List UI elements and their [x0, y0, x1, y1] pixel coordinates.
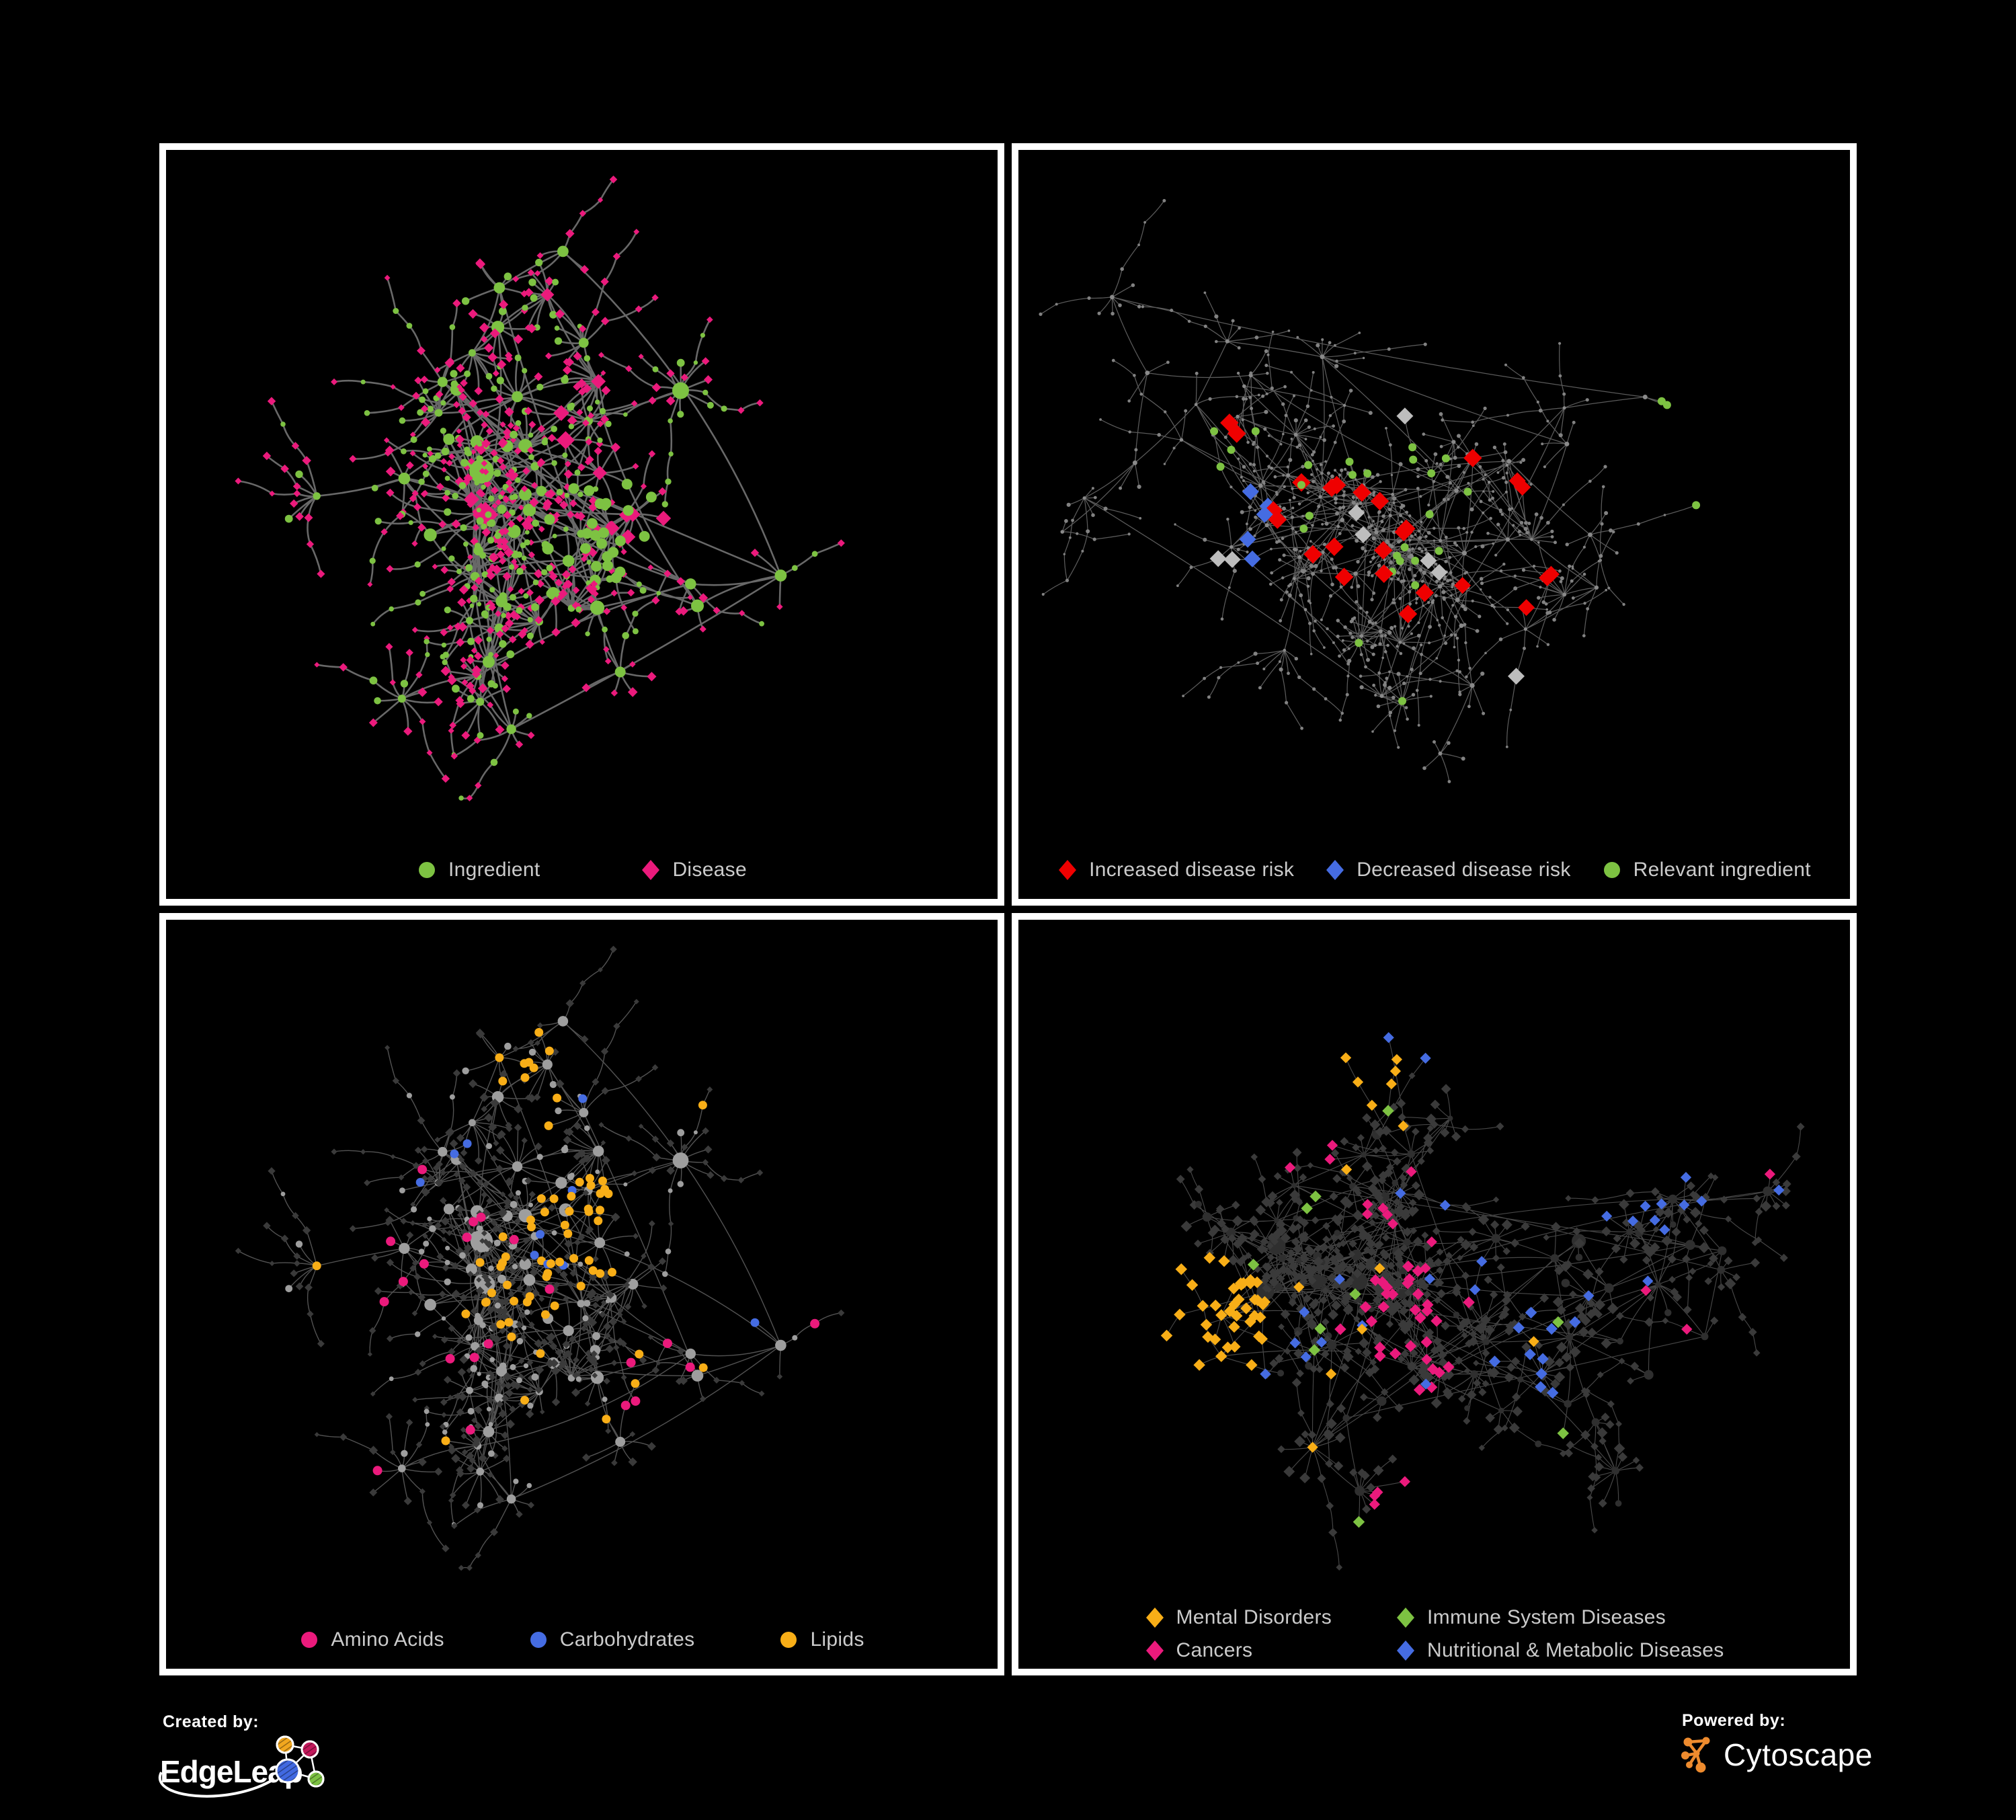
panel-disease-risk: Increased disease risk Decreased disease …	[1012, 143, 1857, 906]
edgeleap-mark-nodes	[275, 1735, 325, 1788]
legend-item: Disease	[641, 859, 747, 881]
network-graph	[1160, 1032, 1805, 1571]
legend-label: Nutritional & Metabolic Diseases	[1427, 1639, 1724, 1661]
powered-by-block: Powered by: Cytoscape	[1679, 1711, 1873, 1775]
legend-item: Mental Disorders	[1145, 1606, 1332, 1629]
legend-marker-diamond-icon	[1397, 1608, 1415, 1628]
created-by-block: Created by: EdgeLeap	[153, 1712, 352, 1808]
legend-marker-circle-icon	[780, 1632, 797, 1648]
legend-marker-circle-icon	[301, 1632, 318, 1648]
legend-marker-circle-icon	[419, 862, 436, 878]
legend-marker-circle-icon	[530, 1632, 547, 1648]
panel-ingredient-disease: Ingredient Disease	[159, 143, 1004, 906]
legend-marker-diamond-icon	[1145, 1640, 1164, 1661]
legend-label: Increased disease risk	[1089, 859, 1295, 881]
legend-item: Immune System Diseases	[1396, 1606, 1724, 1629]
legend-item: Relevant ingredient	[1602, 859, 1811, 881]
legend-label: Carbohydrates	[559, 1628, 695, 1651]
legend-item: Cancers	[1145, 1639, 1332, 1662]
panel-disease-classes: Mental Disorders Immune System Diseases Ca…	[1012, 913, 1857, 1675]
legend-marker-diamond-icon	[1397, 1640, 1415, 1661]
legend-marker-diamond-icon	[1059, 860, 1077, 880]
legend-item: Amino Acids	[299, 1628, 444, 1651]
legend-marker-diamond-icon	[1326, 860, 1344, 880]
legend-label: Relevant ingredient	[1633, 859, 1811, 881]
legend: Amino Acids Carbohydrates Lipids	[166, 1628, 998, 1651]
powered-by-label: Powered by:	[1682, 1711, 1786, 1730]
legend-label: Disease	[672, 859, 747, 881]
legend-label: Cancers	[1176, 1639, 1253, 1661]
legend-label: Mental Disorders	[1176, 1606, 1332, 1628]
created-by-label: Created by:	[163, 1712, 259, 1731]
legend-item: Increased disease risk	[1057, 859, 1294, 881]
legend: Mental Disorders Immune System Diseases Ca…	[1018, 1606, 1850, 1662]
legend-label: Decreased disease risk	[1357, 859, 1571, 881]
network-graph	[235, 945, 845, 1571]
edgeleap-swoosh	[158, 1772, 276, 1798]
legend-label: Immune System Diseases	[1427, 1606, 1666, 1628]
legend-item: Ingredient	[417, 859, 540, 881]
network-graph	[1039, 199, 1701, 783]
legend-item: Nutritional & Metabolic Diseases	[1396, 1639, 1724, 1662]
legend: Ingredient Disease	[166, 859, 998, 881]
legend-marker-circle-icon	[1603, 862, 1620, 878]
legend-label: Amino Acids	[331, 1628, 444, 1651]
legend-marker-diamond-icon	[1145, 1608, 1164, 1628]
legend-marker-diamond-icon	[642, 860, 660, 880]
legend-label: Lipids	[810, 1628, 864, 1651]
network-graph	[235, 175, 845, 801]
legend-item: Lipids	[778, 1628, 864, 1651]
cytoscape-icon	[1681, 1737, 1710, 1773]
cytoscape-wordmark: Cytoscape	[1724, 1737, 1873, 1772]
legend-item: Carbohydrates	[528, 1628, 695, 1651]
legend-item: Decreased disease risk	[1325, 859, 1570, 881]
edgeleap-logo: EdgeLeap	[158, 1735, 325, 1798]
legend-label: Ingredient	[448, 859, 540, 881]
legend: Increased disease risk Decreased disease …	[1018, 859, 1850, 881]
panel-nutrient-classes: Amino Acids Carbohydrates Lipids	[159, 913, 1004, 1675]
